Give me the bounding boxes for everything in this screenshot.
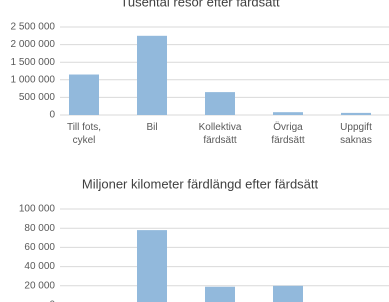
- bar: [273, 285, 303, 302]
- x-label-box: Kollektiva färdsätt: [198, 122, 242, 146]
- x-label-box: Uppgift saknas: [340, 122, 372, 146]
- x-label-box: Övriga färdsätt: [271, 122, 305, 146]
- chart-title: Tusental resor efter färdsätt: [120, 0, 280, 9]
- x-tick-label: Övriga färdsätt: [271, 122, 305, 146]
- x-tick-label: Uppgift saknas: [340, 122, 372, 146]
- x-label-box: Bil: [146, 122, 158, 133]
- y-tick-label: 100 000: [19, 204, 56, 215]
- bar: [205, 92, 235, 115]
- bar: [137, 35, 167, 115]
- y-tick-label: 40 000: [24, 261, 55, 272]
- x-tick-label: Kollektiva färdsätt: [198, 122, 242, 146]
- y-tick-label: 60 000: [24, 242, 55, 253]
- bar: [137, 230, 167, 302]
- x-tick-label: Bil: [146, 122, 158, 133]
- y-tick-label: 500 000: [19, 92, 56, 103]
- y-tick-label: 80 000: [24, 223, 55, 234]
- bar: [69, 74, 99, 115]
- x-tick-label: Till fots, cykel: [66, 122, 102, 146]
- y-tick-label: 2 000 000: [11, 39, 56, 50]
- bar: [205, 286, 235, 302]
- x-label-box: Till fots, cykel: [66, 122, 102, 146]
- bar: [341, 112, 371, 115]
- chart: Miljoner kilometer färdlängd efter färds…: [19, 176, 389, 302]
- y-tick-label: 1 500 000: [11, 57, 56, 68]
- y-tick-label: 1 000 000: [11, 74, 56, 85]
- y-tick-label: 20 000: [24, 280, 55, 291]
- y-tick-label: 0: [49, 300, 55, 302]
- chart: Tusental resor efter färdsätt 0 500 000 1 0…: [11, 0, 389, 146]
- chart-title: Miljoner kilometer färdlängd efter färds…: [82, 176, 319, 191]
- y-tick-label: 2 500 000: [11, 22, 56, 33]
- y-tick-label: 0: [49, 110, 55, 121]
- bar: [273, 112, 303, 115]
